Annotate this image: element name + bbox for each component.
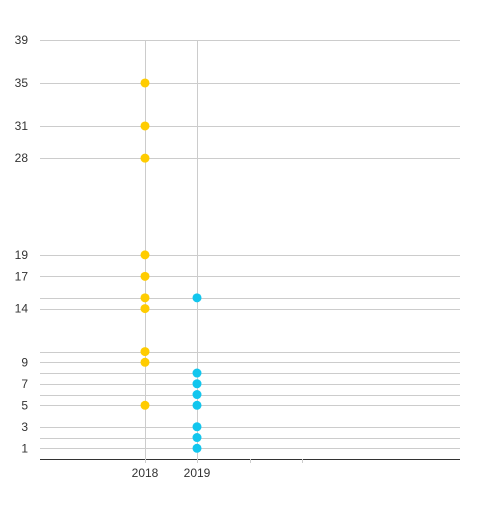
y-tick-label: 5: [21, 398, 28, 412]
data-point-2018-17[interactable]: [140, 271, 150, 281]
data-points: [140, 78, 202, 453]
y-tick-label: 28: [15, 151, 29, 165]
data-point-2018-35[interactable]: [140, 78, 150, 88]
data-point-2018-9[interactable]: [140, 357, 150, 367]
data-point-2018-15[interactable]: [140, 293, 150, 303]
data-point-2018-19[interactable]: [140, 250, 150, 260]
data-point-2019-8[interactable]: [192, 368, 202, 378]
y-tick-label: 35: [15, 76, 29, 90]
x-tick-label-2019: 2019: [184, 466, 211, 480]
data-point-2018-14[interactable]: [140, 304, 150, 314]
data-point-2019-3[interactable]: [192, 422, 202, 432]
y-tick-label: 1: [21, 441, 28, 455]
data-point-2018-10[interactable]: [140, 347, 150, 357]
gridlines: [40, 40, 460, 449]
data-point-2018-28[interactable]: [140, 153, 150, 163]
data-point-2019-6[interactable]: [192, 390, 202, 400]
x-tick-label-2018: 2018: [132, 466, 159, 480]
y-tick-label: 17: [15, 269, 29, 283]
data-point-2018-31[interactable]: [140, 121, 150, 131]
y-tick-label: 7: [21, 377, 28, 391]
category-gridlines: [145, 40, 198, 459]
x-axis-tick-labels: 2018 2019: [132, 466, 211, 480]
y-tick-label: 14: [15, 302, 29, 316]
y-tick-label: 19: [15, 248, 29, 262]
data-point-2019-7[interactable]: [192, 379, 202, 389]
y-tick-label: 39: [15, 33, 29, 47]
data-point-2019-1[interactable]: [192, 443, 202, 453]
y-tick-label: 9: [21, 355, 28, 369]
x-axis: [40, 459, 460, 463]
data-point-2019-15[interactable]: [192, 293, 202, 303]
data-point-2019-2[interactable]: [192, 433, 202, 443]
data-point-2019-5[interactable]: [192, 400, 202, 410]
y-tick-label: 31: [15, 119, 29, 133]
y-tick-label: 3: [21, 420, 28, 434]
data-point-2018-5[interactable]: [140, 400, 150, 410]
